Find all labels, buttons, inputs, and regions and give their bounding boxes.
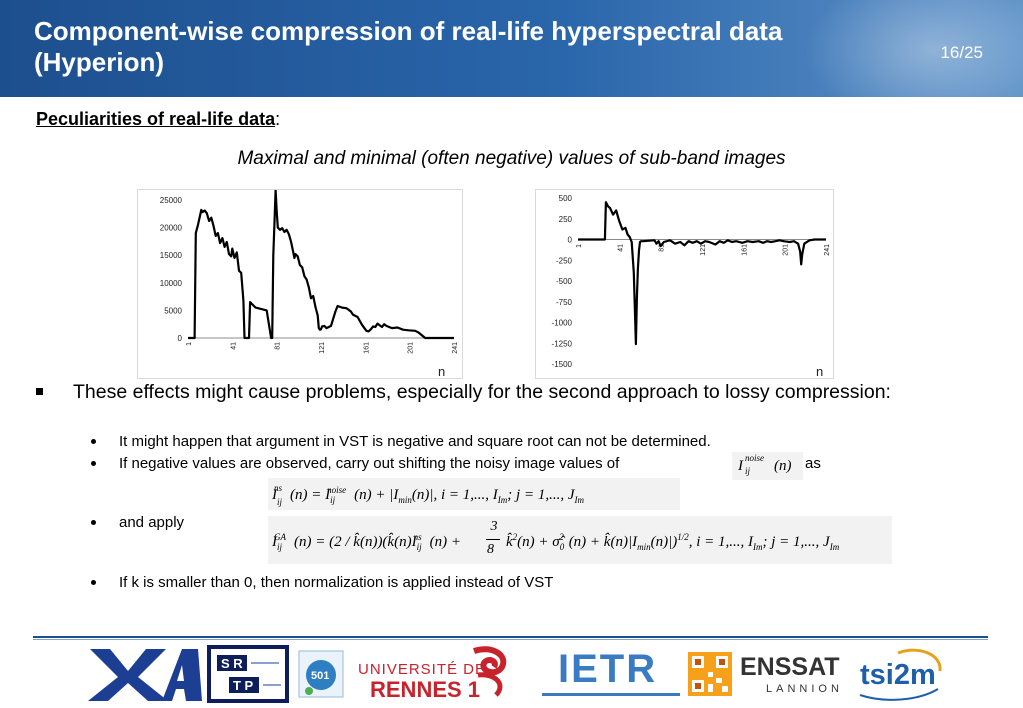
- y-tick-label: -500: [556, 277, 573, 286]
- sub-bullet-4-text: If k is smaller than 0, then normalizati…: [119, 574, 554, 591]
- enssat-logo: ENSSAT LANNION: [740, 645, 850, 703]
- institute-501-logo: 501: [295, 645, 347, 703]
- universite-rennes-logo: UNIVERSITÉ DE RENNES 1: [356, 645, 526, 703]
- x-tick-label: 201: [783, 244, 790, 256]
- dot-bullet-icon: [91, 461, 96, 466]
- svg-text:501: 501: [311, 670, 329, 682]
- universite-rennes-graphic: [473, 646, 507, 697]
- y-tick-label: -1500: [552, 360, 573, 369]
- svg-text:T P: T P: [233, 678, 254, 693]
- title-bar-highlight: [803, 0, 1023, 97]
- dot-bullet-icon: [91, 439, 96, 444]
- x-tick-label: 41: [617, 244, 624, 252]
- sub-bullet-2-suffix: as: [805, 455, 821, 472]
- x-tick-label: 241: [824, 244, 831, 256]
- series-line: [188, 189, 454, 340]
- y-tick-label: -1000: [552, 319, 573, 328]
- inline-formula-noise: I noise ij (n): [732, 452, 803, 480]
- universite-line1: UNIVERSITÉ DE: [358, 661, 487, 678]
- min-values-chart-frame: 500 250 0 -250 -500 -750 -1000 -1250 -1500 1 41 81 1…: [535, 189, 834, 379]
- x-tick-label: 121: [319, 342, 326, 354]
- srtp-logo-mark: S R T P: [211, 649, 285, 699]
- x-tick-label: 41: [230, 342, 237, 350]
- title-bar: Component-wise compression of real-life …: [0, 0, 1023, 97]
- x-tick-label: 81: [659, 244, 666, 252]
- footer-rule: [33, 636, 988, 638]
- y-tick-label: 0: [568, 236, 573, 245]
- page-number: 16/25: [940, 43, 983, 62]
- main-bullet-text: These effects might cause problems, espe…: [73, 381, 891, 403]
- universite-line2: RENNES 1: [370, 677, 481, 702]
- y-tick-label: 10000: [160, 279, 183, 288]
- x-tick-label: 81: [275, 342, 282, 350]
- x-tick-label: 161: [741, 244, 748, 256]
- qr-code-icon: [688, 645, 732, 703]
- institute-501-logo-mark: 501: [298, 650, 344, 698]
- section-heading-colon: :: [275, 109, 281, 129]
- x-tick-label: 241: [452, 342, 459, 354]
- slide-title: Component-wise compression of real-life …: [34, 16, 783, 77]
- ietr-text: IETR: [558, 647, 658, 691]
- tsi2m-swoosh: [859, 648, 942, 701]
- vst-equation: IijGA (n) = (2 / k̂(n))(k̂(n)Iijns (n) + 3…: [268, 516, 892, 564]
- sub-bullet-1-text: It might happen that argument in VST is …: [119, 433, 711, 450]
- min-values-chart: 500 250 0 -250 -500 -750 -1000 -1250 -1500 1 41 81 1…: [552, 194, 831, 379]
- chart-caption: Maximal and minimal (often negative) val…: [237, 148, 786, 169]
- y-tick-label: 15000: [160, 251, 183, 260]
- dot-bullet-icon: [91, 580, 96, 585]
- y-tick-label: 20000: [160, 224, 183, 233]
- x-tick-label: 161: [363, 342, 370, 354]
- series-line: [578, 201, 826, 346]
- dot-bullet-icon: [91, 520, 96, 525]
- y-tick-label: 500: [559, 194, 573, 203]
- section-heading: Peculiarities of real-life data:: [36, 109, 280, 130]
- y-tick-label: -1250: [552, 339, 573, 348]
- y-tick-label: 0: [178, 334, 183, 343]
- x-axis-label: n: [438, 364, 445, 378]
- sub-bullet-3-text: and apply: [119, 514, 185, 531]
- xai-logo: [88, 645, 204, 703]
- footer-rule-thin: [33, 639, 988, 640]
- qr-code-graphic: [688, 652, 732, 696]
- y-tick-label: 5000: [164, 306, 182, 315]
- tsi2m-logo: tsi2m: [858, 645, 944, 703]
- x-tick-label: 121: [700, 244, 707, 256]
- lannion-text: LANNION: [766, 683, 843, 695]
- x-tick-label: 1: [186, 342, 193, 346]
- y-tick-label: -250: [556, 256, 573, 265]
- ietr-logo: IETR: [536, 645, 680, 703]
- shift-equation: Iijns (n) = Iijnoise (n) + |Imin(n)|, i = …: [268, 478, 680, 510]
- max-values-chart-frame: 25000 20000 15000 10000 5000 0 1 41 81 121 161 201 2…: [137, 189, 463, 379]
- x-tick-label: 1: [576, 244, 583, 248]
- ietr-underline: [542, 693, 680, 696]
- x-axis-label: n: [816, 364, 823, 378]
- xai-logo-mark: [88, 649, 202, 701]
- y-tick-label: 250: [559, 215, 573, 224]
- x-tick-label: 201: [408, 342, 415, 354]
- y-tick-label: -750: [556, 298, 573, 307]
- square-bullet-icon: [36, 388, 43, 395]
- srtp-logo: S R T P: [207, 645, 289, 703]
- y-tick-label: 25000: [160, 196, 183, 205]
- svg-text:S R: S R: [221, 656, 243, 671]
- max-values-chart: 25000 20000 15000 10000 5000 01 41 81 121 161 201 2…: [160, 189, 459, 379]
- tsi2m-text: tsi2m: [860, 659, 936, 691]
- sub-bullet-2-text: If negative values are observed, carry o…: [119, 455, 620, 472]
- enssat-text: ENSSAT: [740, 653, 840, 681]
- section-heading-text: Peculiarities of real-life data: [36, 109, 276, 129]
